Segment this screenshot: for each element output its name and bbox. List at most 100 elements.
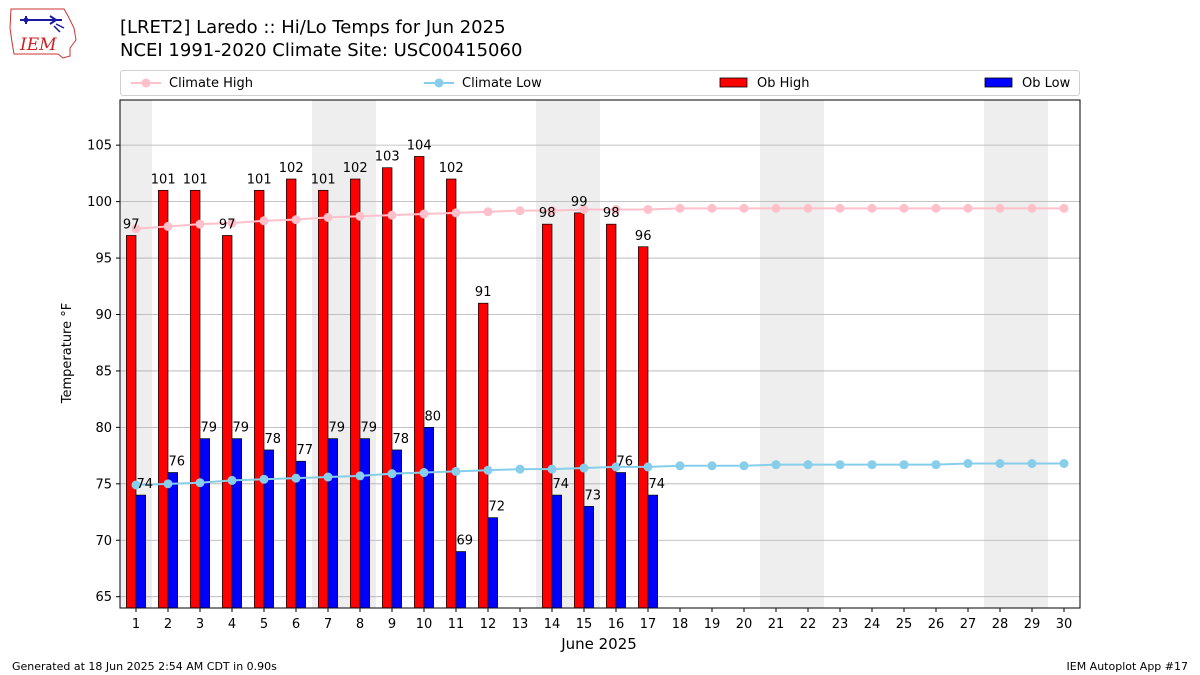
bar-ob-high	[382, 167, 393, 609]
data-label-ob-low: 77	[297, 443, 314, 458]
footer-app: IEM Autoplot App #17	[1066, 660, 1189, 673]
bar-ob-low	[327, 438, 338, 609]
x-tick-label: 4	[228, 617, 236, 632]
weekend-band	[1016, 100, 1048, 608]
climate-low-point	[483, 465, 493, 475]
climate-low-point	[1059, 459, 1069, 469]
bar-ob-high	[158, 189, 169, 609]
bar-ob-low	[359, 438, 370, 609]
climate-high-point	[963, 203, 973, 213]
x-tick-label: 5	[260, 617, 268, 632]
x-tick-label: 9	[388, 617, 396, 632]
x-tick-label: 25	[896, 617, 913, 632]
climate-low-point	[643, 462, 653, 472]
data-label-ob-high: 101	[183, 172, 208, 187]
data-label-ob-high: 96	[635, 229, 652, 244]
climate-low-point	[579, 463, 589, 473]
bar-ob-high	[446, 178, 457, 609]
bar-ob-low	[199, 438, 210, 609]
data-label-ob-low: 74	[553, 477, 570, 492]
climate-low-point	[675, 461, 685, 471]
legend-climate-high-icon	[131, 78, 161, 88]
x-tick-label: 30	[1056, 617, 1073, 632]
legend-ob-high-icon	[719, 77, 748, 88]
climate-low-point	[547, 464, 557, 474]
weekend-band	[344, 100, 376, 608]
bar-ob-high	[574, 212, 585, 609]
bar-ob-low	[135, 494, 146, 609]
y-tick-label: 105	[87, 139, 112, 154]
bar-ob-high	[606, 223, 617, 609]
climate-high-point	[291, 215, 301, 225]
climate-high-point	[643, 205, 653, 215]
legend-ob-low-icon	[984, 77, 1013, 88]
climate-high-point	[579, 205, 589, 215]
data-label-ob-high: 104	[407, 138, 432, 153]
data-label-ob-high: 103	[375, 150, 400, 165]
climate-high-point	[547, 206, 557, 216]
x-tick-label: 29	[1024, 617, 1041, 632]
climate-high-point	[419, 209, 429, 219]
data-label-ob-high: 102	[343, 161, 368, 176]
bar-ob-low	[455, 551, 466, 609]
climate-high-point	[131, 224, 141, 234]
climate-high-point	[803, 203, 813, 213]
climate-high-point	[675, 203, 685, 213]
legend-climate-low-icon	[424, 78, 454, 88]
climate-low-point	[163, 479, 173, 489]
climate-high-point	[707, 203, 717, 213]
climate-high-point	[259, 216, 269, 226]
climate-low-point	[899, 460, 909, 470]
x-tick-label: 14	[544, 617, 561, 632]
x-tick-label: 15	[576, 617, 593, 632]
climate-low-point	[611, 462, 621, 472]
climate-low-point	[515, 464, 525, 474]
weekend-band	[760, 100, 792, 608]
data-label-ob-high: 101	[311, 172, 336, 187]
legend-item-climate-high: Climate High	[131, 71, 253, 95]
bar-ob-low	[551, 494, 562, 609]
x-tick-label: 3	[196, 617, 204, 632]
bar-ob-high	[350, 178, 361, 609]
climate-low-point	[291, 473, 301, 483]
climate-low-point	[771, 460, 781, 470]
climate-high-point	[835, 203, 845, 213]
weekend-band	[792, 100, 824, 608]
x-tick-label: 21	[768, 617, 785, 632]
x-tick-label: 23	[832, 617, 849, 632]
chart-title: [LRET2] Laredo :: Hi/Lo Temps for Jun 20…	[120, 17, 506, 38]
climate-high-point	[195, 219, 205, 229]
bar-ob-high	[222, 235, 233, 609]
data-label-ob-high: 102	[279, 161, 304, 176]
climate-low-point	[323, 472, 333, 482]
data-label-ob-low: 69	[457, 534, 474, 549]
climate-high-point	[995, 203, 1005, 213]
climate-high-point	[163, 221, 173, 231]
bar-ob-high	[126, 235, 137, 609]
data-label-ob-low: 78	[393, 432, 410, 447]
logo-text: IEM	[19, 35, 57, 55]
weekend-band	[568, 100, 600, 608]
iem-logo: IEM	[9, 8, 77, 59]
data-label-ob-low: 79	[361, 421, 378, 436]
bar-ob-high	[254, 189, 265, 609]
climate-low-point	[803, 460, 813, 470]
x-tick-label: 1	[132, 617, 140, 632]
y-tick-label: 80	[95, 421, 112, 436]
legend-climate-high-label: Climate High	[169, 75, 254, 91]
climate-high-point	[355, 211, 365, 221]
climate-high-line	[135, 207, 1064, 230]
data-label-ob-high: 101	[151, 172, 176, 187]
weekend-band	[984, 100, 1016, 608]
y-tick-label: 70	[95, 534, 112, 549]
climate-high-point	[227, 218, 237, 228]
bar-ob-low	[295, 460, 306, 609]
chart-legend: Climate High Climate Low Ob High Ob Low	[120, 70, 1080, 96]
weekend-band	[536, 100, 568, 608]
bar-ob-high	[318, 189, 329, 609]
x-tick-label: 7	[324, 617, 332, 632]
climate-high-point	[323, 212, 333, 222]
y-tick-label: 95	[95, 252, 112, 267]
data-label-ob-high: 102	[439, 161, 464, 176]
